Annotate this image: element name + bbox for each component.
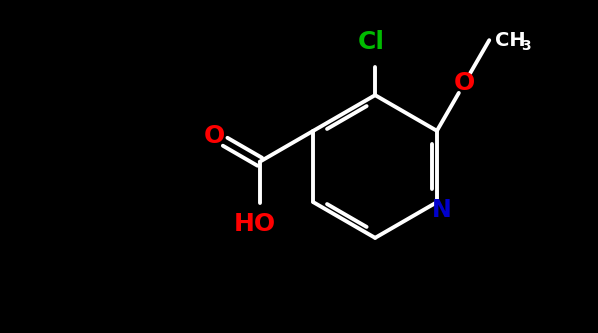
Text: O: O (454, 71, 475, 95)
Text: Cl: Cl (358, 30, 385, 54)
Text: 3: 3 (521, 39, 531, 53)
Text: O: O (204, 124, 225, 148)
Text: HO: HO (234, 211, 276, 235)
Text: CH: CH (495, 31, 526, 50)
Text: N: N (432, 198, 451, 222)
